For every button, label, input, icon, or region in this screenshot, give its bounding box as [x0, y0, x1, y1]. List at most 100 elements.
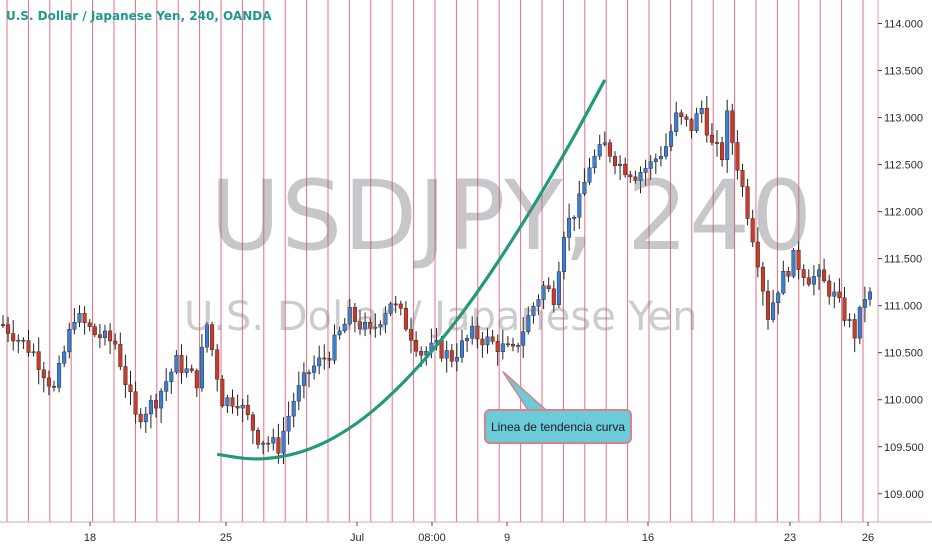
candle-body [164, 381, 169, 392]
candle-body [113, 340, 118, 345]
candle-body [240, 404, 245, 409]
candle-body [643, 168, 648, 173]
price-tick-label: 114.000 [884, 19, 923, 31]
candle-body [281, 430, 286, 454]
candle-body [495, 341, 500, 352]
candle-body [179, 355, 184, 373]
candle-body [618, 163, 623, 167]
candle-body [760, 266, 765, 292]
candle-body [77, 313, 82, 323]
candle-body [817, 269, 822, 277]
candle-body [312, 365, 317, 373]
candle-body [16, 339, 21, 342]
candle-body [623, 163, 628, 175]
candle-body [358, 321, 363, 330]
time-axis [0, 522, 932, 550]
candle-body [31, 351, 36, 354]
candle-body [352, 307, 357, 322]
candle-body [388, 303, 393, 314]
candle-body [796, 250, 801, 270]
candles [1, 95, 873, 464]
candle-body [322, 357, 327, 360]
candle-body [307, 372, 312, 374]
candle-body [199, 346, 204, 389]
candle-body [648, 161, 653, 169]
candle-body [786, 271, 791, 277]
candle-body [123, 366, 128, 386]
candle-body [725, 110, 730, 160]
candle-body [153, 400, 158, 409]
candle-body [628, 174, 633, 178]
candle-body [653, 158, 658, 162]
candle-body [587, 167, 592, 183]
candle-body [526, 315, 531, 332]
candle-body [633, 176, 638, 181]
candle-body [317, 357, 322, 367]
candle-body [638, 172, 643, 181]
callout-pointer [502, 370, 548, 411]
candle-body [41, 369, 46, 379]
candle-body [414, 340, 419, 352]
candle-body [556, 271, 561, 305]
candle-body [771, 302, 776, 320]
candle-body [332, 334, 337, 361]
candle-body [577, 193, 582, 218]
candle-body [215, 349, 220, 380]
candle-body [811, 276, 816, 285]
candle-body [572, 217, 577, 219]
candle-body [11, 333, 16, 342]
candle-body [271, 437, 276, 444]
candle-body [669, 131, 674, 147]
time-tick-label: 18 [84, 532, 96, 544]
price-tick-label: 110.000 [884, 395, 923, 407]
curved-trendline [216, 79, 607, 461]
candle-body [225, 397, 230, 407]
price-tick-label: 111.000 [884, 301, 922, 313]
candle-body [842, 297, 847, 321]
candle-body [373, 326, 378, 329]
candle-body [791, 250, 796, 277]
trendline-callout[interactable]: Linea de tendencia curva [484, 409, 632, 444]
candle-body [245, 404, 250, 416]
candle-body [551, 288, 556, 305]
price-tick-label: 113.500 [884, 66, 923, 78]
candle-body [475, 325, 480, 340]
candle-body [21, 339, 26, 342]
candle-body [6, 324, 11, 334]
candle-body [740, 169, 745, 187]
time-tick-label: 25 [220, 532, 232, 544]
candle-body [210, 324, 215, 350]
candle-body [301, 372, 306, 386]
candle-body [465, 338, 470, 341]
candle-body [327, 358, 332, 361]
candle-body [531, 306, 536, 316]
candle-body [684, 116, 689, 120]
candle-body [582, 182, 587, 195]
candle-body [562, 237, 567, 272]
time-axis-ticks: 18 25 Jul 08:00 9 16 23 26 [84, 522, 874, 544]
candle-body [868, 291, 873, 300]
candle-body [460, 340, 465, 358]
candle-body [449, 350, 454, 362]
candle-body [735, 142, 740, 171]
candle-body [454, 357, 459, 362]
candle-body [97, 334, 102, 338]
candle-body [419, 351, 424, 356]
chart-title[interactable]: U.S. Dollar / Japanese Yen, 240, OANDA [6, 9, 272, 23]
candle-body [26, 340, 31, 353]
candle-body [169, 371, 174, 382]
price-axis [878, 0, 932, 522]
candle-body [852, 319, 857, 339]
symbol-watermark: USDJPY, 240 [210, 160, 814, 272]
price-tick-label: 110.500 [884, 348, 923, 360]
candle-body [133, 391, 138, 415]
candle-body [102, 330, 107, 338]
candle-body [398, 303, 403, 309]
candle-body [143, 413, 148, 423]
candle-body [108, 330, 113, 342]
candle-body [664, 146, 669, 157]
candle-body [781, 271, 786, 294]
candle-body [128, 384, 133, 393]
callout-label: Linea de tendencia curva [490, 419, 626, 434]
